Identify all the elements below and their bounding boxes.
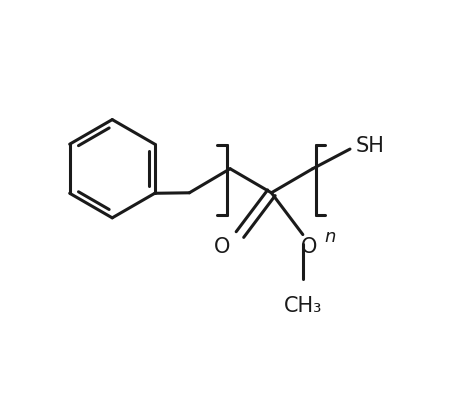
Text: SH: SH — [356, 136, 385, 156]
Text: O: O — [301, 237, 317, 257]
Text: O: O — [214, 237, 230, 257]
Text: CH₃: CH₃ — [283, 296, 322, 316]
Text: n: n — [324, 228, 336, 246]
